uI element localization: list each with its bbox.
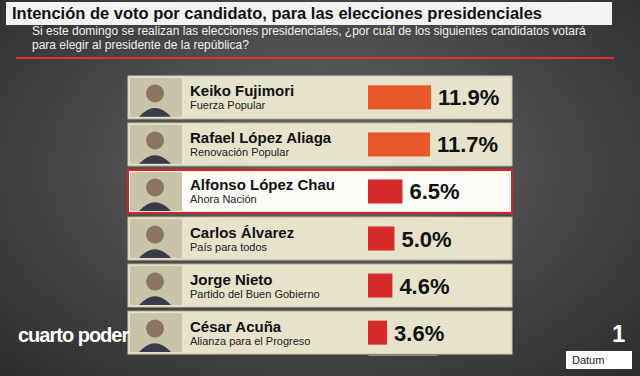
party-name: País para todos [190,241,268,253]
bar [368,132,430,156]
photo-body [139,249,171,258]
source-box [566,351,632,369]
party-name: Renovación Popular [190,146,289,158]
page-number: 1 [612,320,625,347]
data-label: 11.9% [438,85,499,110]
data-label: 6.5% [409,179,459,204]
row-card [128,264,512,307]
data-label: 3.6% [394,321,444,346]
row-background [128,311,512,354]
rows [128,76,512,354]
candidate-name: Keiko Fujimori [190,82,294,99]
bars [368,85,431,344]
axis-line [369,355,438,356]
candidate-name: Jorge Nieto [190,271,273,288]
photo-head [146,178,164,196]
photo-body [139,296,171,305]
row-background [128,217,512,260]
candidate-name: Carlos Álvarez [190,224,294,241]
category-labels: Keiko FujimoriFuerza Popular Rafael López… [190,82,335,346]
chart: Keiko FujimoriFuerza Popular Rafael López… [0,0,640,376]
data-labels: 11.9% 11.7% 6.5% 5.0% 4.6% 3.6% [394,85,499,345]
photo-body [139,155,171,164]
annotations: cuarto poder 1 Datum [18,320,632,369]
party-name: Partido del Buen Gobierno [190,288,320,300]
data-label: 4.6% [399,274,449,299]
x-axis [369,355,438,356]
row-background [128,76,512,119]
photo-head [146,320,164,338]
data-label: 11.7% [437,132,498,157]
photo-frame [130,125,182,164]
bar [368,321,387,345]
photo-body [139,202,171,211]
photo-head [146,273,164,291]
subtitle: Si este domingo se realizan las eleccion… [32,24,592,52]
party-name: Alianza para el Progreso [190,335,310,347]
photo-frame [130,78,182,117]
photo-frame [130,219,182,258]
row-card [128,76,512,119]
candidate-name: Alfonso López Chau [190,176,335,193]
title: Intención de voto por candidato, para la… [6,2,612,25]
bar [368,179,402,203]
photo-head [146,131,164,149]
photo-frame [130,313,182,352]
row-background [128,170,512,213]
data-label: 5.0% [402,227,452,252]
photo-frame [130,172,182,211]
candidate-name: César Acuña [190,318,282,335]
party-name: Ahora Nación [190,193,257,205]
photo-body [139,343,171,352]
photo-frame [130,266,182,305]
row-background [128,264,512,307]
bar [368,227,395,251]
row-card [128,311,512,354]
photo-body [139,108,171,117]
bar [368,85,431,109]
brand-logo: cuarto poder [18,324,129,346]
row-background [128,123,512,166]
photo-head [146,84,164,102]
candidate-name: Rafael López Aliaga [190,129,332,146]
bar [368,274,392,298]
row-card [128,170,512,213]
photo-head [146,226,164,244]
row-card [128,123,512,166]
source: Datum [572,354,604,366]
party-name: Fuerza Popular [190,99,266,111]
title-rule [16,57,614,59]
row-card [128,217,512,260]
